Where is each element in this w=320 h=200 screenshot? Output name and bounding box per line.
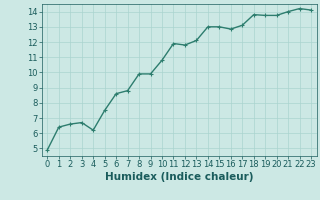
X-axis label: Humidex (Indice chaleur): Humidex (Indice chaleur): [105, 172, 253, 182]
